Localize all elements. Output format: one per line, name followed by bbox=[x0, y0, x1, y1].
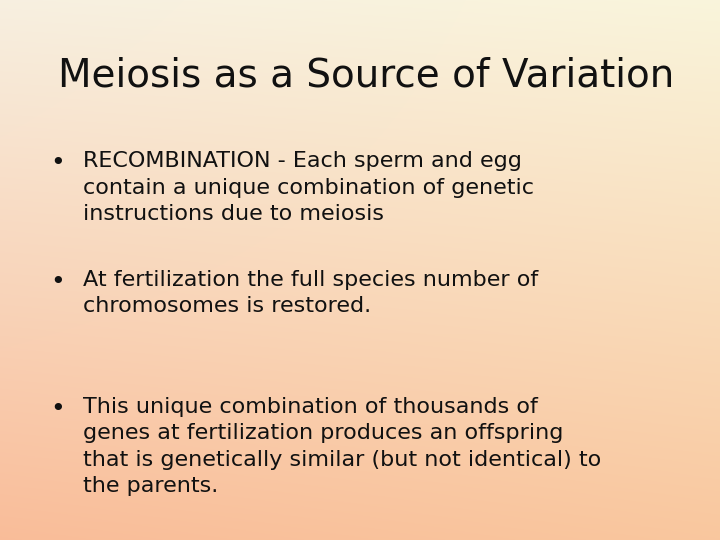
Text: •: • bbox=[50, 151, 65, 175]
Text: This unique combination of thousands of
genes at fertilization produces an offsp: This unique combination of thousands of … bbox=[83, 397, 601, 496]
Text: •: • bbox=[50, 397, 65, 421]
Text: RECOMBINATION - Each sperm and egg
contain a unique combination of genetic
instr: RECOMBINATION - Each sperm and egg conta… bbox=[83, 151, 534, 224]
Text: At fertilization the full species number of
chromosomes is restored.: At fertilization the full species number… bbox=[83, 270, 538, 316]
Text: •: • bbox=[50, 270, 65, 294]
Text: Meiosis as a Source of Variation: Meiosis as a Source of Variation bbox=[58, 57, 674, 94]
